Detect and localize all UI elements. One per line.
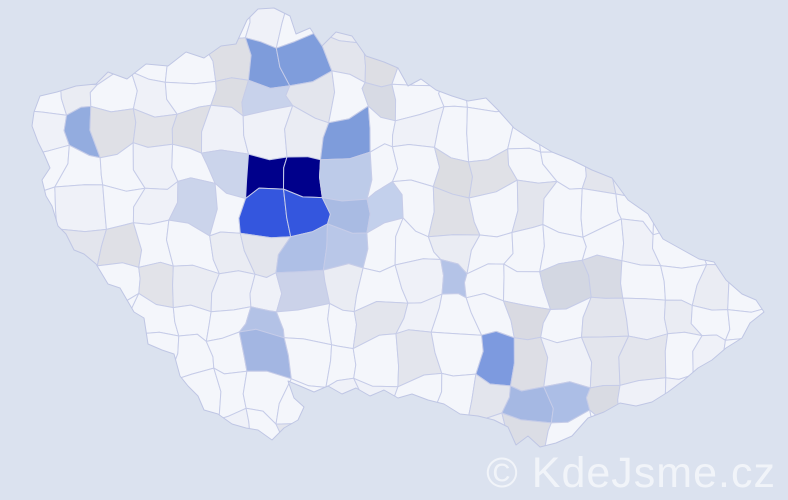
map-district[interactable] <box>391 144 440 188</box>
map-district[interactable] <box>210 270 256 313</box>
map-district[interactable] <box>54 184 107 233</box>
map-district[interactable] <box>249 272 283 313</box>
map-district[interactable] <box>622 297 669 341</box>
map-district[interactable] <box>620 260 666 301</box>
country-outline <box>31 7 765 448</box>
map-district[interactable] <box>581 296 630 338</box>
map-district[interactable] <box>618 333 669 386</box>
map-district[interactable] <box>319 151 373 202</box>
map-district[interactable] <box>540 336 593 389</box>
map-district[interactable] <box>510 336 549 392</box>
